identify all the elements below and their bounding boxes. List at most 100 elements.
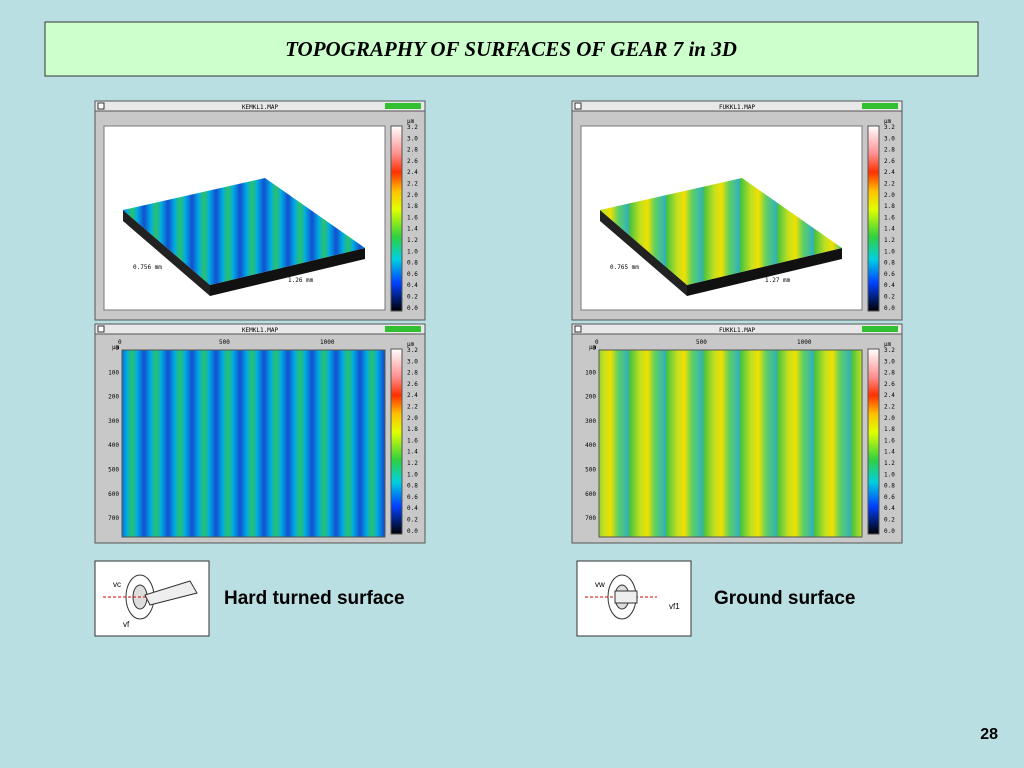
y-label: 300 bbox=[108, 418, 119, 425]
title-bar bbox=[94, 100, 426, 112]
tool bbox=[144, 580, 198, 606]
scale-label: 0.8 bbox=[884, 483, 895, 490]
width-label: 0.756 mm bbox=[133, 264, 162, 271]
scale-label: 2.2 bbox=[407, 181, 418, 188]
surface-front bbox=[210, 248, 365, 296]
y-label: 300 bbox=[585, 418, 596, 425]
scale-label: 0.4 bbox=[884, 282, 895, 289]
wheel bbox=[614, 590, 638, 604]
y-label: 500 bbox=[585, 467, 596, 474]
scale-label: 0.8 bbox=[884, 260, 895, 267]
y-label: 0 bbox=[115, 345, 119, 352]
scale-label: 3.2 bbox=[884, 124, 895, 131]
scale-label: 1.6 bbox=[407, 437, 418, 444]
scale-label: 0.2 bbox=[407, 517, 418, 524]
scale-label: 2.0 bbox=[407, 192, 418, 199]
status-bar bbox=[385, 103, 421, 109]
surface-front bbox=[687, 248, 842, 296]
scale-label: 0.2 bbox=[884, 517, 895, 524]
scale-label: 0.4 bbox=[407, 282, 418, 289]
title-bar bbox=[571, 323, 903, 335]
window-button bbox=[97, 325, 105, 333]
page-number: 28 bbox=[980, 726, 998, 743]
status-bar bbox=[385, 326, 421, 332]
x-label: 500 bbox=[696, 339, 707, 346]
window-button bbox=[574, 325, 582, 333]
title: TOPOGRAPHY OF SURFACES OF GEAR 7 in 3D bbox=[285, 37, 737, 61]
title-box bbox=[44, 21, 979, 77]
scale-label: 0.0 bbox=[884, 305, 895, 312]
scale-label: 1.2 bbox=[407, 237, 418, 244]
scale-unit: µm bbox=[407, 118, 415, 125]
scale-label: 1.8 bbox=[884, 203, 895, 210]
scale-label: 0.4 bbox=[884, 505, 895, 512]
scale-label: 2.0 bbox=[884, 192, 895, 199]
window-button bbox=[97, 102, 105, 110]
y-label: 700 bbox=[108, 515, 119, 522]
surface-top bbox=[123, 178, 365, 285]
x-label: 500 bbox=[219, 339, 230, 346]
scale-label: 1.2 bbox=[407, 460, 418, 467]
color-scale bbox=[390, 348, 403, 535]
color-scale bbox=[867, 125, 880, 312]
y-label: 700 bbox=[585, 515, 596, 522]
map-unit: µm bbox=[589, 344, 597, 351]
scale-label: 0.6 bbox=[407, 494, 418, 501]
scale-label: 3.2 bbox=[407, 347, 418, 354]
scale-label: 1.8 bbox=[884, 426, 895, 433]
window-title: FUKKL1.MAP bbox=[719, 104, 756, 111]
scale-label: 1.8 bbox=[407, 203, 418, 210]
scale-label: 1.0 bbox=[884, 471, 895, 478]
scale-label: 0.0 bbox=[407, 305, 418, 312]
scale-label: 2.8 bbox=[884, 147, 895, 154]
scale-label: 2.2 bbox=[407, 404, 418, 411]
color-scale bbox=[867, 348, 880, 535]
scale-label: 0.2 bbox=[407, 294, 418, 301]
title-bar bbox=[571, 100, 903, 112]
scale-label: 1.0 bbox=[407, 471, 418, 478]
y-label: 100 bbox=[108, 369, 119, 376]
scale-unit: µm bbox=[407, 341, 415, 348]
scale-label: 2.6 bbox=[407, 158, 418, 165]
scale-label: 2.2 bbox=[884, 404, 895, 411]
map bbox=[598, 349, 863, 538]
scale-label: 0.8 bbox=[407, 483, 418, 490]
surface-side bbox=[600, 210, 687, 296]
scale-label: 3.0 bbox=[407, 135, 418, 142]
scale-label: 2.8 bbox=[884, 370, 895, 377]
content: KEMKL1.MAPµm3.23.02.82.62.42.22.01.81.61… bbox=[94, 100, 903, 637]
scale-label: 0.0 bbox=[407, 528, 418, 535]
map-unit: µm bbox=[112, 344, 120, 351]
scale-label: 1.4 bbox=[884, 226, 895, 233]
scale-label: 2.4 bbox=[407, 392, 418, 399]
scale-label: 1.4 bbox=[407, 226, 418, 233]
scale-label: 2.4 bbox=[884, 169, 895, 176]
y-label: 200 bbox=[585, 394, 596, 401]
scale-label: 2.8 bbox=[407, 147, 418, 154]
scale-label: 1.8 bbox=[407, 426, 418, 433]
scale-label: 2.8 bbox=[407, 370, 418, 377]
scale-label: 1.6 bbox=[884, 214, 895, 221]
y-label: 500 bbox=[108, 467, 119, 474]
y-label: 400 bbox=[108, 442, 119, 449]
y-label: 100 bbox=[585, 369, 596, 376]
scale-label: 0.6 bbox=[884, 271, 895, 278]
scale-label: 1.0 bbox=[884, 248, 895, 255]
diagram-label: vf bbox=[123, 620, 130, 629]
scale-label: 2.0 bbox=[407, 415, 418, 422]
scale-label: 1.6 bbox=[884, 437, 895, 444]
y-label: 200 bbox=[108, 394, 119, 401]
scale-label: 3.0 bbox=[884, 358, 895, 365]
map bbox=[121, 349, 386, 538]
scale-unit: µm bbox=[884, 341, 892, 348]
scale-label: 2.6 bbox=[884, 158, 895, 165]
scale-label: 2.2 bbox=[884, 181, 895, 188]
scale-label: 3.0 bbox=[407, 358, 418, 365]
y-label: 0 bbox=[592, 345, 596, 352]
scale-unit: µm bbox=[884, 118, 892, 125]
scale-label: 2.0 bbox=[884, 415, 895, 422]
window-title: KEMKL1.MAP bbox=[242, 104, 279, 111]
diagram-label: vw bbox=[595, 580, 605, 589]
